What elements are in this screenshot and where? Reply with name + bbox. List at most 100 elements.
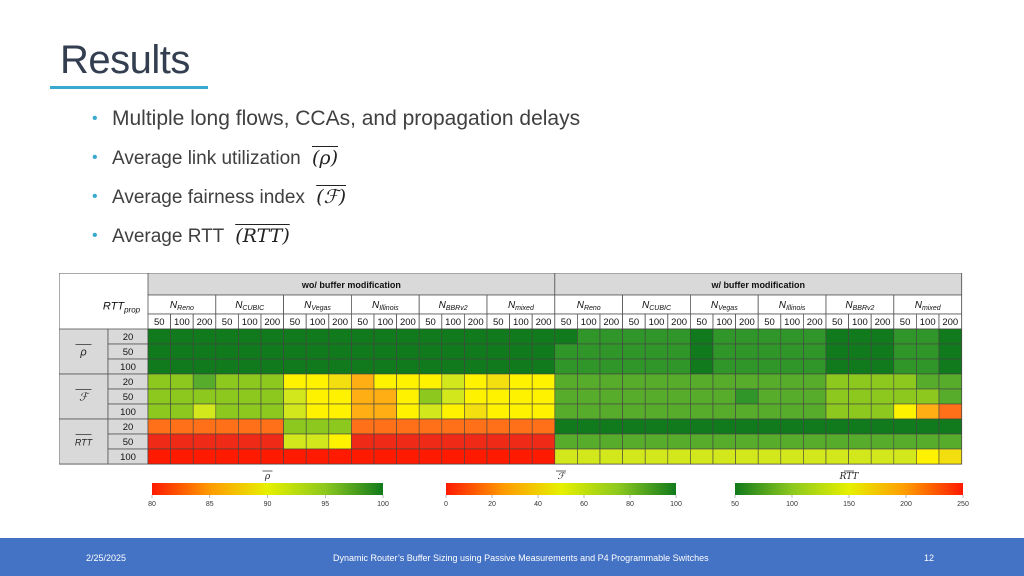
- rtt-header-label: 200: [332, 317, 348, 328]
- heatmap-cell: [351, 388, 375, 405]
- heatmap-cell: [373, 343, 397, 360]
- heatmap-cell: [757, 328, 782, 345]
- rtt-header-label: 200: [671, 317, 687, 328]
- heatmap-cell: [712, 328, 736, 345]
- heatmap-cell: [599, 448, 623, 465]
- cca-n: N: [170, 300, 178, 311]
- rtt-prop-corner-sub: prop: [123, 306, 141, 315]
- heatmap-cell: [622, 328, 646, 345]
- colorbar-tick-label: 100: [377, 501, 389, 508]
- heatmap-cell: [757, 343, 782, 360]
- heatmap-cell: [870, 403, 895, 420]
- heatmap-cell: [260, 403, 284, 420]
- heatmap-cell: [147, 328, 171, 345]
- rtt-header-label: 100: [377, 317, 393, 328]
- heatmap-cell: [215, 448, 239, 465]
- heatmap-cell: [735, 418, 759, 435]
- heatmap-cell: [916, 418, 940, 435]
- heatmap-cell: [328, 448, 352, 465]
- heatmap-cell: [916, 403, 940, 420]
- heatmap-cell: [170, 418, 194, 435]
- heatmap-cell: [170, 388, 194, 405]
- rtt-header-label: 100: [784, 317, 800, 328]
- heatmap-cell: [418, 328, 443, 345]
- heatmap-cell: [170, 433, 194, 450]
- heatmap-cell: [305, 418, 330, 435]
- heatmap-cell: [735, 328, 759, 345]
- heatmap-cell: [305, 403, 330, 420]
- heatmap-cell: [735, 388, 759, 405]
- heatmap-cell: [780, 403, 804, 420]
- rtt-prop-corner-label: RTTprop: [103, 301, 141, 315]
- cca-name: Illinois: [379, 305, 399, 312]
- row-label: 50: [123, 392, 134, 403]
- heatmap-cell: [283, 388, 307, 405]
- heatmap-cell: [848, 328, 872, 345]
- heatmap-cell: [622, 403, 646, 420]
- bullet-dot-icon: •: [92, 149, 98, 166]
- heatmap-cell: [599, 433, 623, 450]
- cca-name: mixed: [515, 305, 535, 312]
- heatmap-cell: [803, 373, 827, 390]
- footer-title: Dynamic Router’s Buffer Sizing using Pas…: [333, 553, 709, 563]
- heatmap-cell: [283, 343, 307, 360]
- metric-label-cell: [59, 418, 109, 465]
- heatmap-cell: [916, 373, 940, 390]
- heatmap-cell: [170, 358, 194, 375]
- heatmap-cell: [893, 403, 917, 420]
- heatmap-cell: [170, 328, 194, 345]
- rtt-header-label: 200: [807, 317, 823, 328]
- heatmap-cell: [735, 373, 759, 390]
- heatmap-cell: [305, 358, 330, 375]
- heatmap-cell: [848, 358, 872, 375]
- heatmap-cell: [192, 358, 217, 375]
- rtt-header-label: 50: [425, 317, 436, 328]
- heatmap-cell: [712, 418, 736, 435]
- heatmap-cell: [147, 358, 171, 375]
- heatmap-cell: [554, 433, 578, 450]
- heatmap-cell: [486, 433, 510, 450]
- heatmap-cell: [893, 388, 917, 405]
- heatmap-cell: [486, 343, 510, 360]
- heatmap-cell: [577, 328, 601, 345]
- cca-n: N: [372, 300, 380, 311]
- heatmap-cell: [260, 418, 284, 435]
- cca-n: N: [915, 300, 923, 311]
- heatmap-cell: [577, 388, 601, 405]
- heatmap-cell: [622, 433, 646, 450]
- heatmap-cell: [418, 388, 443, 405]
- heatmap-cell: [644, 448, 669, 465]
- heatmap-cell: [667, 388, 691, 405]
- heatmap-cell: [192, 388, 217, 405]
- heatmap-cell: [441, 328, 465, 345]
- bullet-dot-icon: •: [92, 188, 98, 205]
- heatmap-cell: [554, 418, 578, 435]
- heatmap-cell: [396, 358, 420, 375]
- heatmap-cell: [803, 418, 827, 435]
- heatmap-cell: [305, 448, 330, 465]
- heatmap-cell: [418, 448, 443, 465]
- heatmap-cell: [351, 343, 375, 360]
- heatmap-cell: [870, 433, 895, 450]
- heatmap-cell: [396, 403, 420, 420]
- colorbar-tick-label: 80: [148, 501, 156, 508]
- heatmap-cell: [283, 418, 307, 435]
- heatmap-cell: [283, 403, 307, 420]
- cca-name: Reno: [584, 305, 601, 312]
- heatmap-cell: [735, 448, 759, 465]
- rtt-header-label: 50: [222, 317, 233, 328]
- heatmap-cell: [599, 328, 623, 345]
- heatmap-cell: [396, 388, 420, 405]
- heatmap-cell: [554, 403, 578, 420]
- bullet-item: • Average fairness index (ℱ): [92, 182, 580, 221]
- rtt-header-label: 200: [603, 317, 619, 328]
- heatmap-cell: [238, 448, 262, 465]
- rtt-header-label: 100: [852, 317, 868, 328]
- heatmap-cell: [780, 358, 804, 375]
- cca-name: Reno: [177, 305, 194, 312]
- heatmap-cell: [644, 328, 669, 345]
- heatmap-cell: [192, 403, 217, 420]
- colorbar-tick-label: 100: [670, 501, 682, 508]
- heatmap-cell: [622, 343, 646, 360]
- rtt-header-label: 100: [920, 317, 936, 328]
